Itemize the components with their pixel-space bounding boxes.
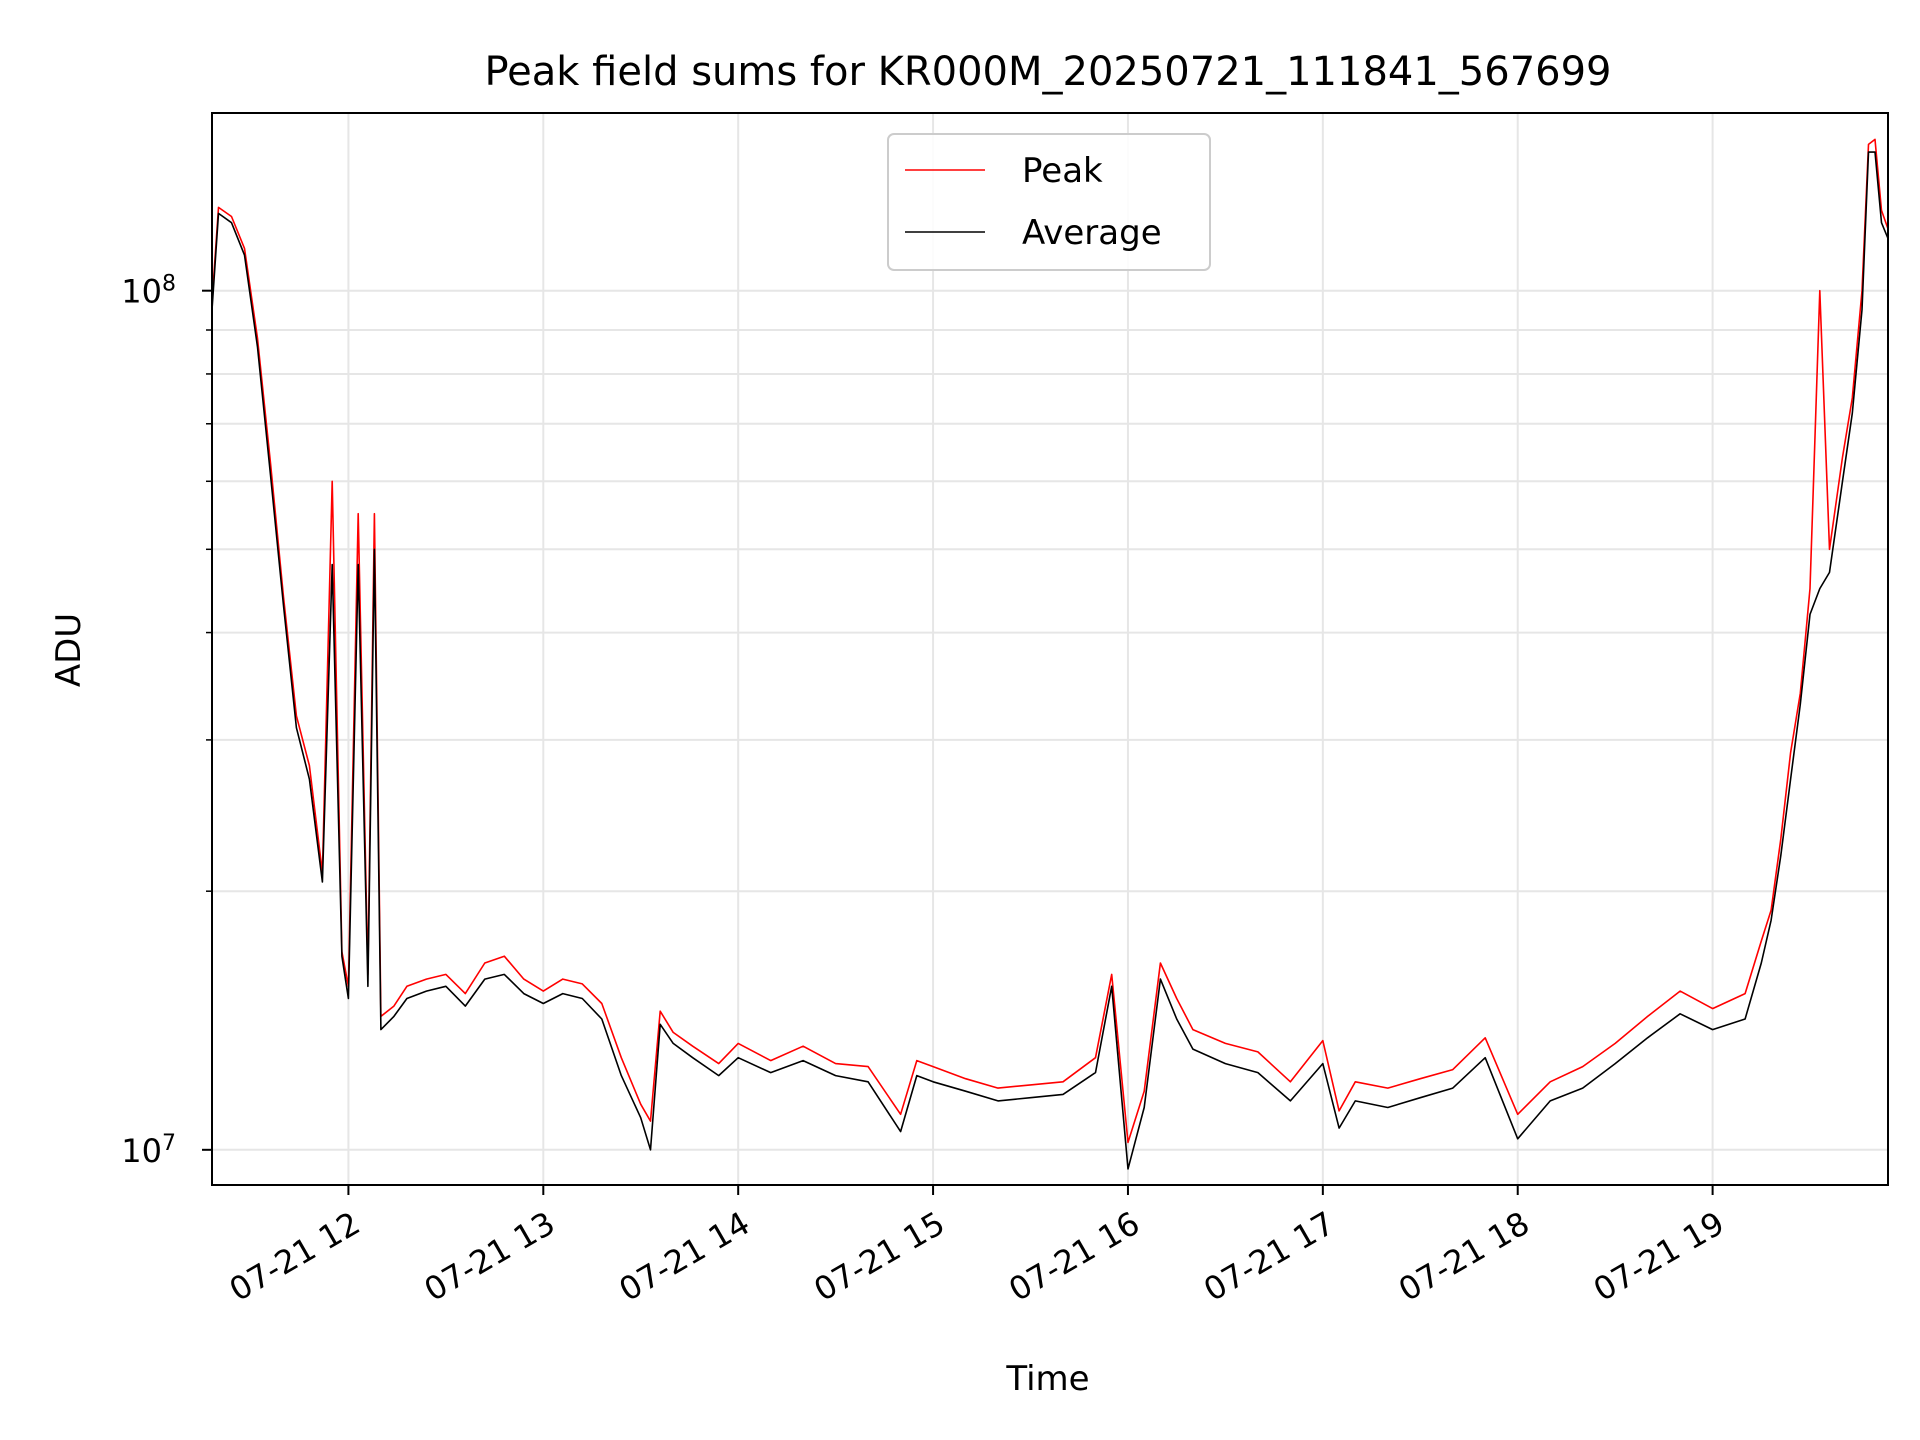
x-axis-label: Time bbox=[1005, 1359, 1089, 1399]
y-axis-label: ADU bbox=[49, 613, 89, 687]
y-axis: 107 108 bbox=[121, 271, 212, 1170]
legend-label-peak: Peak bbox=[1022, 151, 1103, 191]
y-tick-label: 107 bbox=[121, 1130, 176, 1170]
legend: Peak Average bbox=[887, 133, 1211, 271]
plot-frame bbox=[211, 112, 1889, 1186]
legend-label-average: Average bbox=[1022, 213, 1162, 253]
series-line-average bbox=[211, 151, 1889, 1170]
chart-title: Peak field sums for KR000M_20250721_1118… bbox=[484, 49, 1611, 95]
y-tick-label: 108 bbox=[121, 271, 176, 311]
grid bbox=[212, 113, 1888, 1185]
legend-box bbox=[887, 133, 1211, 271]
series-layer bbox=[211, 138, 1889, 1170]
